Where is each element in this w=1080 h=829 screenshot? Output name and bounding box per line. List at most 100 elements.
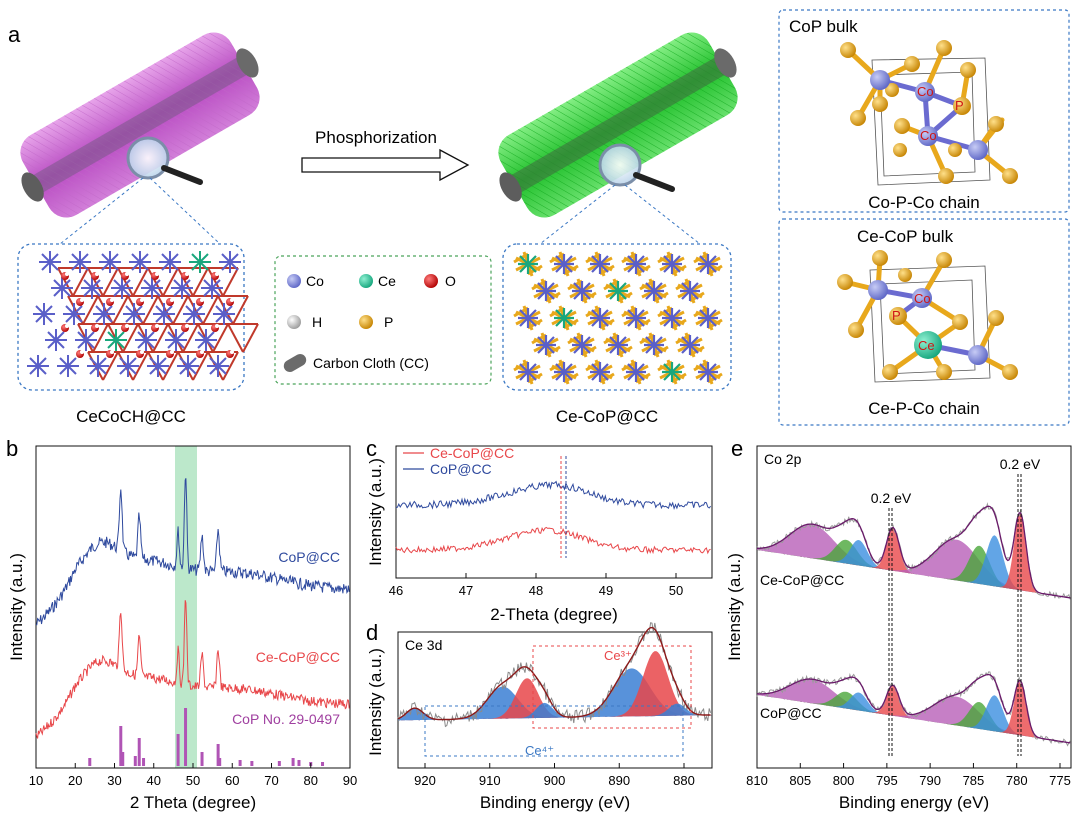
reference-bar (238, 760, 242, 766)
legend-co: Co (306, 273, 324, 289)
cecop-caption: Ce-CoP@CC (556, 407, 658, 426)
panel-d-letter: d (366, 620, 378, 645)
e-tick-label: 800 (833, 773, 855, 788)
cecoch-caption: CeCoCH@CC (76, 407, 186, 426)
cop-crystal-structure: Co P Co (840, 40, 1018, 186)
co2p-fit-peak (757, 524, 1071, 598)
co2p-fit-components (757, 513, 1071, 743)
cecop-atom-p: P (892, 308, 901, 323)
d-title: Ce 3d (405, 637, 442, 653)
co2p-fit-peak (757, 535, 1071, 598)
d-tick-label: 920 (414, 773, 436, 788)
reference-bar (218, 758, 222, 766)
b-tick-label: 30 (107, 773, 121, 788)
e-title: Co 2p (764, 451, 802, 467)
b-tick-label: 80 (304, 773, 318, 788)
co2p-bottom-envelope (756, 673, 1071, 744)
panel-e-letter: e (731, 436, 743, 461)
d-tick-label: 900 (544, 773, 566, 788)
e-tick-label: 795 (876, 773, 898, 788)
c-xlabel: 2-Theta (degree) (490, 605, 618, 624)
co2p-fit-peak (757, 539, 1071, 598)
cecop-lattice (513, 251, 723, 385)
d-ylabel: Intensity (a.u.) (366, 648, 385, 756)
cop-atom-co-1: Co (917, 84, 934, 99)
c-tick-label: 50 (669, 583, 683, 598)
ce3d-fit-peak (398, 651, 712, 721)
b-tick-label: 60 (225, 773, 239, 788)
o-atom-icon (424, 274, 438, 288)
e-tick-label: 790 (919, 773, 941, 788)
panel-d-xticks: 920 910 900 890 880 (414, 763, 695, 788)
c-legend-cop: CoP@CC (430, 461, 492, 477)
d-xlabel: Binding energy (eV) (480, 793, 630, 812)
d-ce4-label: Ce⁴⁺ (525, 743, 554, 758)
e-shift-label-2: 0.2 eV (1000, 456, 1041, 472)
b-ylabel: Intensity (a.u.) (7, 553, 26, 661)
cop-bulk-title: CoP bulk (789, 17, 858, 36)
cop-atom-co-2: Co (920, 128, 937, 143)
d-ce3-label: Ce³⁺ (604, 648, 632, 663)
xrd-cecop-trace (35, 600, 350, 739)
reference-bar (200, 752, 204, 766)
reference-pattern-bars (88, 708, 325, 766)
c-tick-label: 47 (459, 583, 473, 598)
legend-o: O (445, 273, 456, 289)
cop-atom-p: P (955, 98, 964, 113)
legend-p: P (384, 314, 393, 330)
legend-cc: Carbon Cloth (CC) (313, 355, 429, 371)
panel-e-axes (756, 445, 1072, 769)
cecop-atom-co: Co (914, 291, 931, 306)
cecop-bulk-box (778, 218, 1070, 426)
b-tick-label: 50 (186, 773, 200, 788)
atom-legend: Co Ce O H P Carbon Cloth (CC) (283, 273, 456, 372)
b-label-ref: CoP No. 29-0497 (232, 711, 340, 727)
e-tick-label: 810 (746, 773, 768, 788)
reference-bar (277, 761, 281, 766)
b-tick-label: 70 (264, 773, 278, 788)
cecop-bulk-title: Ce-CoP bulk (857, 227, 954, 246)
cecoch-brush-illustration (20, 32, 260, 218)
process-arrow (301, 148, 470, 182)
b-xlabel: 2 Theta (degree) (130, 793, 256, 812)
co2p-fit-peak (757, 691, 1071, 743)
e-label-bottom: CoP@CC (760, 705, 822, 721)
b-tick-label: 90 (343, 773, 357, 788)
ce3d-fit-peak (398, 703, 712, 721)
co2p-fit-peak (757, 679, 1071, 743)
b-label-cop: CoP@CC (278, 549, 340, 565)
carbon-cloth-icon (283, 354, 307, 372)
ce-atom-icon (359, 274, 373, 288)
e-shift-label-1: 0.2 eV (871, 490, 912, 506)
xrd-cop-trace (35, 478, 350, 626)
phosphorization-label: Phosphorization (315, 128, 437, 147)
reference-bar (184, 708, 188, 766)
e-tick-label: 785 (963, 773, 985, 788)
reference-bar (297, 760, 301, 766)
b-tick-label: 20 (68, 773, 82, 788)
cop-chain-label: Co-P-Co chain (868, 193, 980, 212)
reference-bar (88, 758, 92, 766)
reference-bar (133, 756, 137, 766)
panel-c-axes (395, 445, 713, 579)
c-cop-trace (395, 480, 711, 511)
e-tick-label: 775 (1049, 773, 1071, 788)
reference-bar (176, 734, 180, 766)
c-ylabel: Intensity (a.u.) (366, 458, 385, 566)
ce4-region-box (424, 705, 684, 757)
b-tick-label: 10 (29, 773, 43, 788)
cecop-brush-illustration (498, 32, 738, 218)
d-tick-label: 910 (479, 773, 501, 788)
reference-bar (291, 758, 295, 766)
d-tick-label: 890 (608, 773, 630, 788)
d-tick-label: 880 (673, 773, 695, 788)
panel-b-xticks: 10 20 30 40 50 60 70 80 90 (29, 763, 357, 788)
cecoch-lattice (27, 251, 259, 381)
reference-bar (321, 762, 325, 766)
cecop-lattice-box (502, 243, 732, 391)
panel-c-xticks: 46 47 48 49 50 (389, 573, 683, 598)
atom-legend-box (274, 255, 492, 385)
p-atom-icon (359, 315, 373, 329)
zoom-guide-lines (59, 177, 221, 245)
